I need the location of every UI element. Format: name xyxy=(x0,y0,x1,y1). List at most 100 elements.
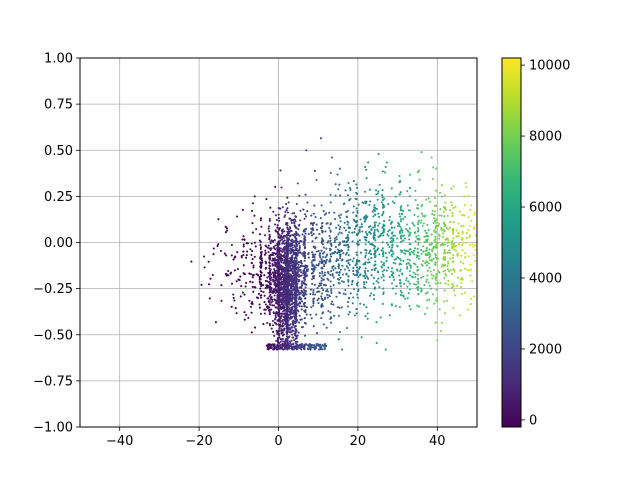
data-point xyxy=(373,256,377,259)
data-point xyxy=(429,200,432,203)
data-point xyxy=(444,272,447,275)
data-point xyxy=(393,278,396,281)
data-point xyxy=(289,344,292,347)
data-point xyxy=(451,239,454,243)
data-point xyxy=(250,311,253,314)
data-point xyxy=(398,230,401,233)
data-point xyxy=(293,259,296,262)
data-point xyxy=(365,281,368,284)
data-point xyxy=(267,285,270,288)
data-point xyxy=(347,280,350,283)
data-point xyxy=(279,264,282,267)
data-point xyxy=(438,191,442,194)
data-point xyxy=(285,246,288,249)
data-point xyxy=(283,251,286,254)
data-point xyxy=(287,316,290,319)
data-point xyxy=(385,161,388,164)
data-point xyxy=(451,283,454,286)
data-point xyxy=(420,263,423,266)
data-point xyxy=(467,229,470,232)
data-point xyxy=(233,269,236,272)
data-point xyxy=(315,345,318,348)
x-tick-label: 0 xyxy=(274,434,282,449)
data-point xyxy=(301,284,304,287)
data-point xyxy=(392,261,395,264)
data-point xyxy=(278,277,281,280)
data-point xyxy=(389,249,392,253)
data-point xyxy=(451,286,454,289)
x-tick-label: −40 xyxy=(106,434,133,449)
data-point xyxy=(278,233,281,236)
data-point xyxy=(303,255,306,258)
data-point xyxy=(292,240,295,243)
data-point xyxy=(338,241,341,244)
data-point xyxy=(295,343,298,346)
data-point xyxy=(420,276,423,279)
data-point xyxy=(462,262,465,265)
data-point xyxy=(367,161,370,164)
data-point xyxy=(298,244,301,248)
data-point xyxy=(268,311,271,314)
data-point xyxy=(434,227,437,230)
data-point xyxy=(323,271,327,274)
data-point xyxy=(278,297,281,300)
data-point xyxy=(298,194,301,197)
data-point xyxy=(294,327,297,330)
data-point xyxy=(406,265,409,269)
data-point xyxy=(268,264,271,267)
data-point xyxy=(315,178,318,182)
data-point xyxy=(248,272,251,275)
data-point xyxy=(467,269,471,272)
data-point xyxy=(320,282,323,285)
data-point xyxy=(392,252,395,255)
y-tick-label: 0.50 xyxy=(44,144,73,159)
data-point xyxy=(245,313,248,316)
data-point xyxy=(355,269,358,272)
data-point xyxy=(285,236,288,239)
data-point xyxy=(382,206,385,209)
data-point xyxy=(457,243,460,246)
data-point xyxy=(263,294,266,297)
data-point xyxy=(370,257,373,260)
data-point xyxy=(336,306,339,309)
data-point xyxy=(347,245,350,248)
data-point xyxy=(456,284,459,287)
data-point xyxy=(283,272,286,275)
data-point xyxy=(281,301,284,304)
data-point xyxy=(277,295,280,298)
data-point xyxy=(408,238,411,241)
data-point xyxy=(295,280,298,283)
data-point xyxy=(352,270,355,273)
data-point xyxy=(300,289,303,292)
data-point xyxy=(280,303,283,306)
data-point xyxy=(265,261,268,264)
data-point xyxy=(286,302,289,305)
data-point xyxy=(330,269,333,273)
data-point xyxy=(304,271,307,274)
data-point xyxy=(425,264,428,267)
data-point xyxy=(292,218,295,222)
data-point xyxy=(373,233,377,237)
data-point xyxy=(392,239,395,242)
data-point xyxy=(428,255,432,258)
data-point xyxy=(447,228,450,231)
data-point xyxy=(427,251,430,254)
data-point xyxy=(440,265,443,268)
data-point xyxy=(271,319,275,322)
data-point xyxy=(459,278,462,281)
data-point xyxy=(296,334,299,337)
data-point xyxy=(374,263,377,266)
data-point xyxy=(311,227,314,230)
data-point xyxy=(330,288,333,291)
data-point xyxy=(314,266,317,269)
data-point xyxy=(250,242,253,245)
data-point xyxy=(335,260,338,263)
data-point xyxy=(285,209,288,212)
data-point xyxy=(358,229,361,232)
data-point xyxy=(457,222,460,225)
data-point xyxy=(285,324,288,327)
data-point xyxy=(318,272,321,275)
data-point xyxy=(440,226,443,229)
data-point xyxy=(320,222,323,225)
